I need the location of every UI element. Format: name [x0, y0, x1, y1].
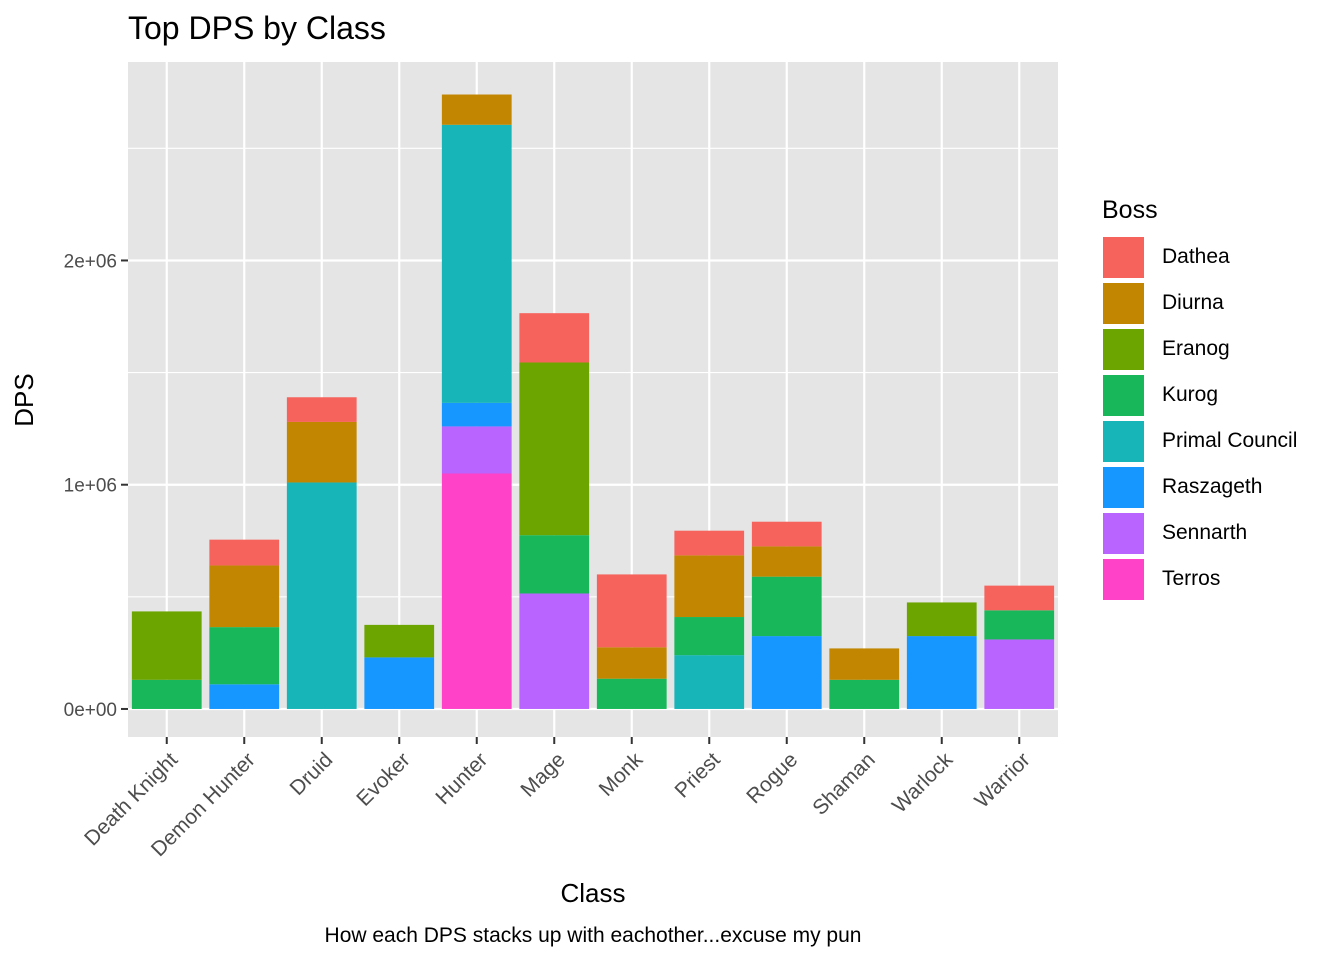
bar-segment [596, 574, 667, 648]
legend-label: Kurog [1162, 383, 1219, 406]
legend-color-swatch [1102, 373, 1145, 417]
bar-segment [674, 555, 745, 618]
legend-item: Terros [1102, 556, 1332, 602]
chart-title: Top DPS by Class [128, 10, 386, 46]
bar-segment [751, 521, 822, 547]
bar-segment [751, 546, 822, 577]
plot-panel [128, 62, 1058, 737]
legend-label: Dathea [1162, 245, 1230, 268]
bar-segment [906, 636, 977, 709]
bar-segment [209, 684, 280, 709]
bars [131, 94, 1055, 709]
y-tick-label: 1e+06 [64, 476, 117, 497]
x-tick-label: Priest [671, 748, 725, 802]
bar-segment [674, 617, 745, 656]
bar-segment [519, 593, 590, 709]
bar-segment [519, 313, 590, 363]
bar-segment [364, 624, 435, 658]
legend-label: Eranog [1162, 337, 1230, 360]
legend-item: Eranog [1102, 326, 1332, 372]
bar-segment [441, 473, 512, 709]
bar-segment [131, 611, 202, 680]
x-tick-label: Shaman [808, 748, 880, 820]
bar-segment [286, 482, 357, 709]
legend-title: Boss [1102, 196, 1158, 224]
x-tick-label: Mage [516, 748, 569, 801]
y-tick-label: 2e+06 [64, 251, 117, 272]
x-tick-label: Warlock [888, 748, 958, 818]
bar-segment [596, 678, 667, 709]
bar-segment [364, 657, 435, 709]
bar-segment [751, 636, 822, 709]
legend-color-swatch [1102, 235, 1145, 279]
legend: Boss Dathea Diurna Eranog Kurog Primal Counc… [1102, 196, 1332, 602]
legend-color-swatch [1102, 327, 1145, 371]
x-tick-label: Hunter [431, 748, 492, 809]
bar-segment [596, 647, 667, 679]
legend-label: Diurna [1162, 291, 1224, 314]
bar-segment [984, 585, 1055, 611]
legend-item: Diurna [1102, 280, 1332, 326]
x-tick-label: Druid [286, 748, 338, 800]
bar-segment [131, 679, 202, 709]
legend-item: Dathea [1102, 234, 1332, 280]
bar-segment [441, 124, 512, 403]
x-axis-label: Class [560, 878, 625, 908]
legend-color-swatch [1102, 281, 1145, 325]
legend-color-swatch [1102, 511, 1145, 555]
legend-item: Primal Council [1102, 418, 1332, 464]
legend-label: Sennarth [1162, 521, 1248, 544]
bar-segment [209, 627, 280, 685]
x-tick-label: Rogue [742, 748, 802, 808]
legend-item: Raszageth [1102, 464, 1332, 510]
bar-segment [209, 539, 280, 566]
legend-item: Sennarth [1102, 510, 1332, 556]
y-axis-label: DPS [9, 373, 39, 426]
bar-segment [441, 402, 512, 427]
x-tick-label: Warrior [970, 748, 1034, 812]
bar-segment [441, 94, 512, 125]
bar-segment [906, 602, 977, 637]
x-tick-label: Evoker [352, 748, 414, 810]
legend-label: Primal Council [1162, 429, 1298, 452]
legend-label: Raszageth [1162, 475, 1263, 498]
legend-items: Dathea Diurna Eranog Kurog Primal Council Ras… [1102, 234, 1332, 602]
bar-segment [674, 655, 745, 709]
chart-caption: How each DPS stacks up with eachother...… [325, 924, 862, 947]
legend-item: Kurog [1102, 372, 1332, 418]
bar-segment [751, 576, 822, 637]
bar-segment [519, 362, 590, 536]
legend-color-swatch [1102, 557, 1145, 601]
bar-segment [984, 639, 1055, 709]
y-tick-label: 0e+00 [64, 700, 117, 721]
bar-segment [984, 610, 1055, 640]
legend-color-swatch [1102, 419, 1145, 463]
bar-segment [829, 679, 900, 709]
bar-segment [441, 426, 512, 474]
bar-segment [519, 535, 590, 594]
x-tick-label: Monk [595, 748, 648, 801]
legend-color-swatch [1102, 465, 1145, 509]
bar-segment [209, 565, 280, 628]
bar-segment [286, 421, 357, 483]
legend-label: Terros [1162, 567, 1221, 590]
bar-segment [286, 397, 357, 422]
bar-segment [829, 648, 900, 680]
bar-segment [674, 530, 745, 556]
